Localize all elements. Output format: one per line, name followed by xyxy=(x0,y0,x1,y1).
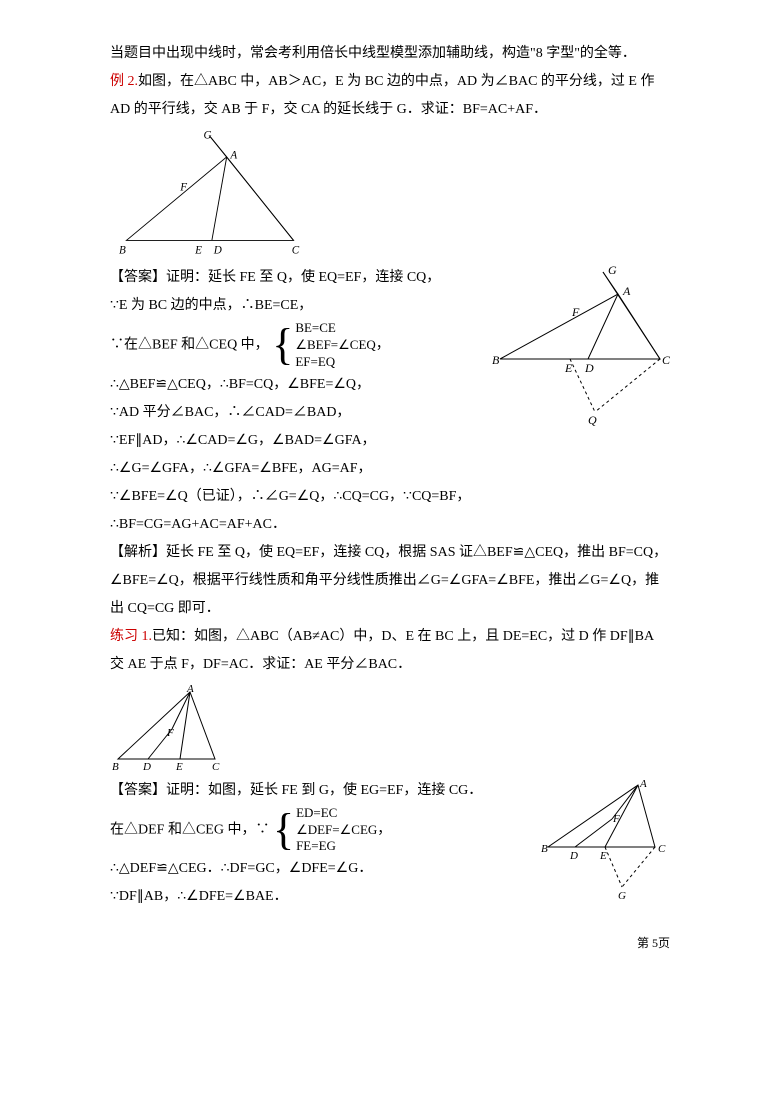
practice-1-stem: 练习 1.已知：如图，△ABC（AB≠AC）中，D、E 在 BC 上，且 DE=… xyxy=(110,623,670,651)
example-2-stem-line1: 如图，在△ABC 中，AB＞AC，E 为 BC 边的中点，AD 为∠BAC 的平… xyxy=(138,74,654,89)
label-Q: Q xyxy=(588,413,597,427)
brace-suffix-1: ， xyxy=(376,338,390,353)
left-brace-icon-2: { xyxy=(273,808,294,852)
p1-label-E: E xyxy=(175,761,183,772)
label-G-2: G xyxy=(608,264,617,277)
answer-l3-pre: ∵在△BEF 和△CEQ 中， xyxy=(110,338,269,353)
brace-line-b: ∠BEF=∠CEQ xyxy=(295,337,375,354)
intro-paragraph: 当题目中出现中线时，常会考利用倍长中线型模型添加辅助线，构造"8 字型"的全等． xyxy=(110,40,670,68)
answer-text-1: 证明：延长 FE 至 Q，使 EQ=EF，连接 CQ， xyxy=(166,270,440,285)
p1-label-D: D xyxy=(142,761,151,772)
example-2-parse-l1: 【解析】延长 FE 至 Q，使 EQ=EF，连接 CQ，根据 SAS 证△BEF… xyxy=(110,539,670,567)
label-D-2: D xyxy=(584,361,594,375)
p1s-label-F: F xyxy=(612,813,620,825)
brace-block-2: { ED=EC ∠DEF=∠CEG FE=EG xyxy=(273,805,377,856)
label-E: E xyxy=(194,244,202,256)
example-2-label: 例 2. xyxy=(110,74,138,89)
label-B: B xyxy=(119,244,126,256)
page: 当题目中出现中线时，常会考利用倍长中线型模型添加辅助线，构造"8 字型"的全等．… xyxy=(0,0,780,985)
example-2-answer-l7: ∴∠G=∠GFA，∴∠GFA=∠BFE，AG=AF， xyxy=(110,455,670,483)
label-A-2: A xyxy=(622,284,631,298)
parse-label: 【解析】 xyxy=(110,545,166,560)
label-F: F xyxy=(179,181,187,193)
p1s-label-D: D xyxy=(569,850,578,862)
p1-label-C: C xyxy=(212,761,220,772)
example-2-answer-l8: ∵∠BFE=∠Q（已证），∴∠G=∠Q，∴CQ=CG，∵CQ=BF， xyxy=(110,483,670,511)
example-2-figure-main: G A F B E D C xyxy=(110,129,670,259)
example-2-parse-l2: ∠BFE=∠Q，根据平行线性质和角平分线性质推出∠G=∠GFA=∠BFE，推出∠… xyxy=(110,567,670,595)
practice-1-stem-line2: 交 AE 于点 F，DF=AC．求证：AE 平分∠BAC． xyxy=(110,651,670,679)
brace-line-c: EF=EQ xyxy=(295,354,375,371)
label-C: C xyxy=(292,244,300,256)
example-2-stem: 例 2.如图，在△ABC 中，AB＞AC，E 为 BC 边的中点，AD 为∠BA… xyxy=(110,68,670,96)
p1-brace-c: FE=EG xyxy=(296,838,377,855)
p1-answer-text-1: 证明：如图，延长 FE 到 G，使 EG=EF，连接 CG． xyxy=(166,783,482,798)
brace-block-1: { BE=CE ∠BEF=∠CEQ EF=EQ xyxy=(272,320,376,371)
left-brace-icon: { xyxy=(272,323,293,367)
label-C-2: C xyxy=(662,353,670,367)
example-2-answer-l6: ∵EF∥AD，∴∠CAD=∠G，∠BAD=∠GFA， xyxy=(110,427,670,455)
label-E-2: E xyxy=(564,361,573,375)
practice-1-figure-main: A F B D E C xyxy=(110,684,670,772)
page-number: 第 5页 xyxy=(110,931,670,955)
practice-1-stem-line1: 已知：如图，△ABC（AB≠AC）中，D、E 在 BC 上，且 DE=EC，过 … xyxy=(152,629,654,644)
practice-1-label: 练习 1. xyxy=(110,629,152,644)
label-D: D xyxy=(213,244,222,256)
practice-1-figure-solution: A F B D E C G xyxy=(540,777,670,902)
p1s-label-E: E xyxy=(599,850,607,862)
p1-brace-suffix: ， xyxy=(377,822,391,837)
p1s-label-B: B xyxy=(541,843,548,855)
label-A: A xyxy=(229,150,237,162)
label-B-2: B xyxy=(492,353,500,367)
p1s-label-G: G xyxy=(618,890,626,902)
p1-label-B: B xyxy=(112,761,119,772)
p1s-label-C: C xyxy=(658,843,666,855)
p1-label-A: A xyxy=(186,684,194,695)
label-F-2: F xyxy=(571,305,580,319)
parse-text-1: 延长 FE 至 Q，使 EQ=EF，连接 CQ，根据 SAS 证△BEF≌△CE… xyxy=(166,545,667,560)
answer-label: 【答案】 xyxy=(110,270,166,285)
brace-line-a: BE=CE xyxy=(295,320,375,337)
p1-brace-b: ∠DEF=∠CEG xyxy=(296,822,377,839)
example-2-parse-l3: 出 CQ=CG 即可． xyxy=(110,595,670,623)
example-2-figure-solution: G A F B E D C Q xyxy=(490,264,670,429)
label-G: G xyxy=(204,129,212,141)
p1-answer-l2-pre: 在△DEF 和△CEG 中，∵ xyxy=(110,822,269,837)
example-2-answer-l9: ∴BF=CG=AG+AC=AF+AC． xyxy=(110,511,670,539)
p1s-label-A: A xyxy=(639,778,647,790)
example-2-stem-line2: AD 的平行线，交 AB 于 F，交 CA 的延长线于 G．求证：BF=AC+A… xyxy=(110,96,670,124)
p1-answer-label: 【答案】 xyxy=(110,783,166,798)
p1-brace-a: ED=EC xyxy=(296,805,377,822)
p1-label-F: F xyxy=(166,727,174,739)
